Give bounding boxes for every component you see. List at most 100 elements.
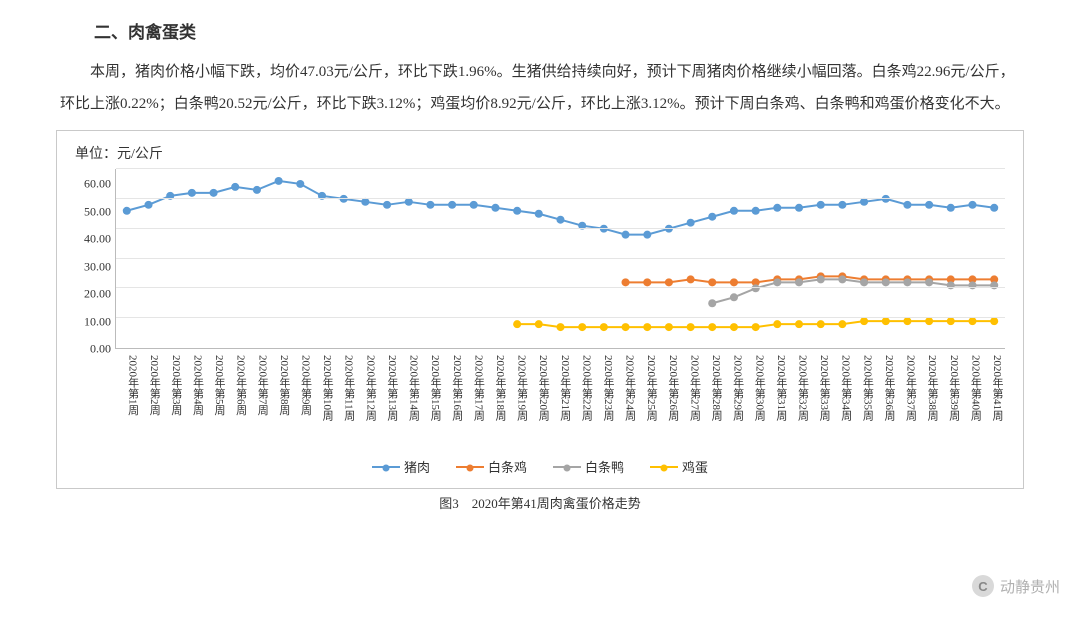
grid-line bbox=[116, 258, 1005, 259]
series-marker bbox=[730, 293, 738, 301]
series-marker bbox=[795, 320, 803, 328]
x-tick: 2020年第12周 bbox=[357, 355, 379, 449]
x-tick: 2020年第24周 bbox=[616, 355, 638, 449]
series-marker bbox=[838, 320, 846, 328]
x-tick: 2020年第25周 bbox=[638, 355, 660, 449]
legend-item: 白条鸭 bbox=[553, 457, 624, 476]
x-tick: 2020年第35周 bbox=[854, 355, 876, 449]
series-marker bbox=[925, 317, 933, 325]
series-marker bbox=[513, 207, 521, 215]
y-tick: 0.00 bbox=[90, 342, 111, 357]
x-tick: 2020年第26周 bbox=[659, 355, 681, 449]
series-marker bbox=[860, 198, 868, 206]
series-marker bbox=[925, 201, 933, 209]
x-tick: 2020年第3周 bbox=[162, 355, 184, 449]
x-tick: 2020年第28周 bbox=[702, 355, 724, 449]
series-marker bbox=[838, 201, 846, 209]
series-marker bbox=[947, 204, 955, 212]
x-tick: 2020年第31周 bbox=[767, 355, 789, 449]
y-tick: 10.00 bbox=[84, 314, 111, 329]
series-marker bbox=[622, 231, 630, 239]
x-axis: 2020年第1周2020年第2周2020年第3周2020年第4周2020年第5周… bbox=[119, 355, 1005, 449]
grid-line bbox=[116, 228, 1005, 229]
series-marker bbox=[795, 278, 803, 286]
series-marker bbox=[535, 210, 543, 218]
series-marker bbox=[708, 323, 716, 331]
x-tick: 2020年第6周 bbox=[227, 355, 249, 449]
series-marker bbox=[210, 189, 218, 197]
series-marker bbox=[361, 198, 369, 206]
x-tick: 2020年第16周 bbox=[443, 355, 465, 449]
x-tick: 2020年第8周 bbox=[270, 355, 292, 449]
series-marker bbox=[231, 183, 239, 191]
series-marker bbox=[188, 189, 196, 197]
chart-unit-label: 单位：元/公斤 bbox=[75, 143, 163, 163]
x-tick: 2020年第5周 bbox=[205, 355, 227, 449]
series-marker bbox=[817, 275, 825, 283]
legend-swatch bbox=[372, 466, 400, 468]
series-marker bbox=[253, 186, 261, 194]
body-paragraph: 本周，猪肉价格小幅下跌，均价47.03元/公斤，环比下跌1.96%。生猪供给持续… bbox=[60, 57, 1020, 120]
legend-item: 白条鸡 bbox=[456, 457, 527, 476]
series-marker bbox=[860, 317, 868, 325]
x-tick: 2020年第11周 bbox=[335, 355, 357, 449]
x-tick: 2020年第32周 bbox=[789, 355, 811, 449]
series-marker bbox=[556, 216, 564, 224]
legend-label: 白条鸡 bbox=[488, 457, 527, 476]
y-tick: 30.00 bbox=[84, 259, 111, 274]
chart-caption: 图3 2020年第41周肉禽蛋价格走势 bbox=[0, 493, 1080, 512]
series-marker bbox=[687, 275, 695, 283]
series-marker bbox=[708, 299, 716, 307]
series-marker bbox=[123, 207, 131, 215]
series-marker bbox=[817, 320, 825, 328]
x-tick: 2020年第19周 bbox=[508, 355, 530, 449]
series-marker bbox=[990, 317, 998, 325]
series-marker bbox=[405, 198, 413, 206]
chart-container: 单位：元/公斤 60.0050.0040.0030.0020.0010.000.… bbox=[56, 130, 1024, 489]
series-marker bbox=[144, 201, 152, 209]
x-tick: 2020年第34周 bbox=[832, 355, 854, 449]
x-tick: 2020年第27周 bbox=[681, 355, 703, 449]
series-marker bbox=[643, 278, 651, 286]
x-tick: 2020年第38周 bbox=[919, 355, 941, 449]
y-axis: 60.0050.0040.0030.0020.0010.000.00 bbox=[75, 169, 115, 349]
series-marker bbox=[643, 231, 651, 239]
series-marker bbox=[773, 320, 781, 328]
x-tick: 2020年第18周 bbox=[486, 355, 508, 449]
series-marker bbox=[903, 317, 911, 325]
wechat-icon: C bbox=[972, 575, 994, 597]
x-tick: 2020年第9周 bbox=[292, 355, 314, 449]
series-marker bbox=[925, 278, 933, 286]
grid-line bbox=[116, 198, 1005, 199]
x-tick: 2020年第23周 bbox=[594, 355, 616, 449]
x-tick: 2020年第7周 bbox=[249, 355, 271, 449]
legend-label: 白条鸭 bbox=[585, 457, 624, 476]
series-marker bbox=[275, 177, 283, 185]
grid-line bbox=[116, 168, 1005, 169]
watermark: C 动静贵州 bbox=[972, 575, 1060, 597]
series-marker bbox=[708, 278, 716, 286]
x-tick: 2020年第2周 bbox=[141, 355, 163, 449]
y-tick: 20.00 bbox=[84, 287, 111, 302]
series-marker bbox=[687, 323, 695, 331]
legend-swatch bbox=[456, 466, 484, 468]
series-marker bbox=[903, 201, 911, 209]
series-marker bbox=[578, 323, 586, 331]
section-title: 二、肉禽蛋类 bbox=[60, 18, 1020, 43]
x-tick: 2020年第29周 bbox=[724, 355, 746, 449]
series-marker bbox=[860, 278, 868, 286]
x-tick: 2020年第41周 bbox=[983, 355, 1005, 449]
x-tick: 2020年第21周 bbox=[551, 355, 573, 449]
series-marker bbox=[556, 323, 564, 331]
series-marker bbox=[622, 323, 630, 331]
grid-line bbox=[116, 287, 1005, 288]
series-marker bbox=[773, 204, 781, 212]
x-tick: 2020年第14周 bbox=[400, 355, 422, 449]
series-marker bbox=[968, 201, 976, 209]
x-tick: 2020年第20周 bbox=[530, 355, 552, 449]
x-tick: 2020年第33周 bbox=[811, 355, 833, 449]
plot-area bbox=[115, 169, 1005, 349]
y-tick: 50.00 bbox=[84, 204, 111, 219]
series-marker bbox=[665, 323, 673, 331]
series-marker bbox=[730, 278, 738, 286]
